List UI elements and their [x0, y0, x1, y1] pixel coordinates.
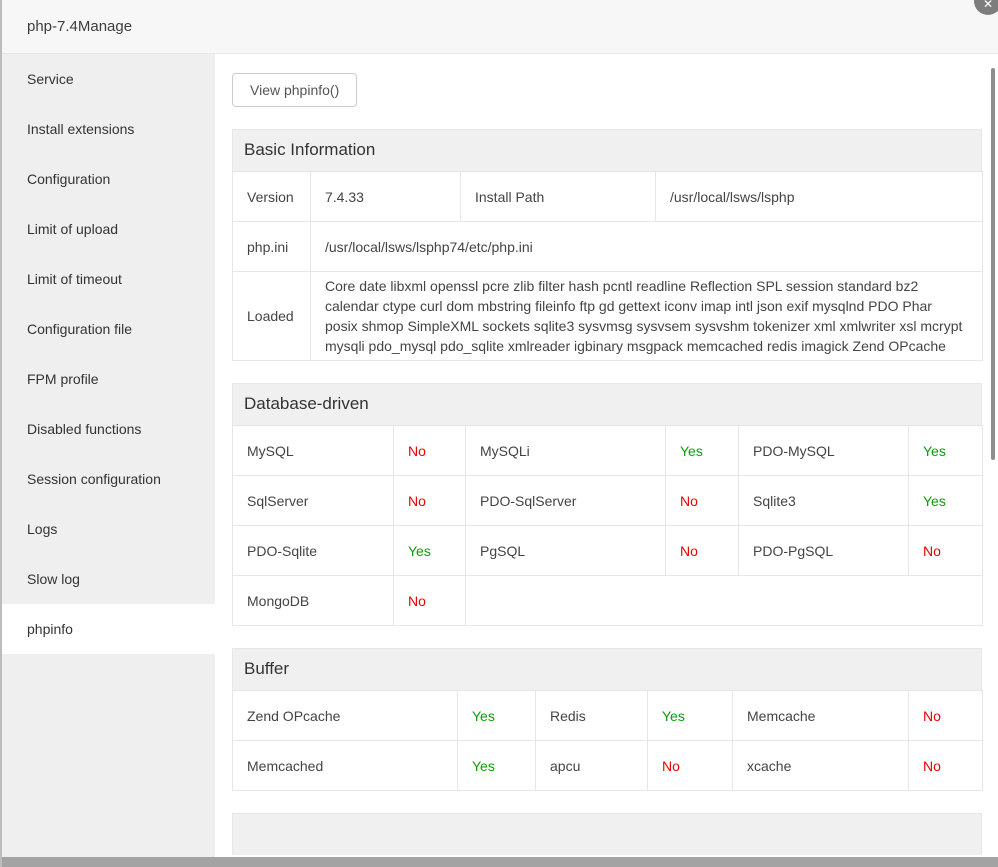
section-database-driven: Database-driven MySQL No MySQLi Yes PDO-MySQL…: [232, 383, 983, 626]
info-table: Zend OPcache Yes Redis Yes Memcache No Memcach…: [232, 690, 983, 791]
status-value: No: [665, 475, 739, 526]
table-cell-label: Sqlite3: [738, 475, 909, 526]
table-cell-label: Zend OPcache: [232, 690, 458, 741]
sidebar-item-disabled-functions[interactable]: Disabled functions: [27, 421, 142, 437]
scrollbar-thumb[interactable]: [991, 68, 995, 460]
status-value: Yes: [457, 690, 536, 741]
status-value: Yes: [647, 690, 733, 741]
section-title: Database-driven: [244, 394, 369, 413]
section-title: Buffer: [244, 659, 290, 678]
status-value: No: [393, 475, 466, 526]
table-row: Loaded Core date libxml openssl pcre zlib…: [232, 271, 983, 361]
status-value: No: [393, 425, 466, 476]
status-value: No: [393, 575, 466, 626]
table-cell-label: php.ini: [232, 221, 311, 272]
status-value: Yes: [665, 425, 739, 476]
view-phpinfo-button[interactable]: View phpinfo(): [232, 73, 358, 107]
status-value: No: [908, 740, 983, 791]
table-cell-label: MongoDB: [232, 575, 394, 626]
section-header: Database-driven: [232, 383, 982, 425]
main-panel: View phpinfo() Basic Information Version 7…: [215, 54, 998, 857]
table-cell-label: Install Path: [460, 171, 656, 222]
table-row: Version 7.4.33 Install Path/usr/local/lsws…: [232, 171, 983, 222]
table-cell-value: [465, 575, 983, 626]
sidebar-item-service[interactable]: Service: [27, 71, 74, 87]
table-row: PDO-Sqlite Yes PgSQL No PDO-PgSQL No: [232, 525, 983, 576]
table-cell-label: Memcache: [732, 690, 909, 741]
table-cell-label: PgSQL: [465, 525, 666, 576]
status-value: No: [908, 525, 983, 576]
table-cell-label: Redis: [535, 690, 648, 741]
status-value: No: [647, 740, 733, 791]
close-button[interactable]: ✕: [974, 0, 998, 15]
table-cell-label: xcache: [732, 740, 909, 791]
sidebar-item-fpm-profile[interactable]: FPM profile: [27, 371, 99, 387]
table-cell-label: PDO-MySQL: [738, 425, 909, 476]
window-bottom-edge: [0, 857, 998, 867]
status-value: No: [908, 690, 983, 741]
window-title: php-7.4Manage: [27, 18, 133, 35]
sidebar-item-logs[interactable]: Logs: [27, 521, 58, 537]
table-cell-label: PDO-PgSQL: [738, 525, 909, 576]
table-cell-label: PDO-SqlServer: [465, 475, 666, 526]
scrollbar-track: [991, 54, 998, 857]
sidebar-item-configuration-file[interactable]: Configuration file: [27, 321, 133, 337]
section-header: Basic Information: [232, 129, 982, 171]
section-partial: [232, 813, 982, 855]
status-value: Yes: [393, 525, 466, 576]
table-row: MongoDB No: [232, 575, 983, 626]
table-cell-label: MySQL: [232, 425, 394, 476]
sidebar-item-session-configuration[interactable]: Session configuration: [27, 471, 161, 487]
section-title: Basic Information: [244, 140, 376, 159]
sidebar: Service Install extensions Configuration Li…: [0, 54, 215, 857]
sidebar-item-limit-of-upload[interactable]: Limit of upload: [27, 221, 119, 237]
sidebar-item-install-extensions[interactable]: Install extensions: [27, 121, 135, 137]
title-bar: php-7.4Manage: [0, 0, 998, 54]
status-value: No: [665, 525, 739, 576]
table-cell-value: /usr/local/lsws/lsphp: [655, 171, 983, 222]
status-value: Yes: [457, 740, 536, 791]
table-row: Zend OPcache Yes Redis Yes Memcache No: [232, 690, 983, 741]
section-header: Buffer: [232, 648, 982, 690]
table-row: SqlServer No PDO-SqlServer No Sqlite3 Yes: [232, 475, 983, 526]
table-cell-label: Memcached: [232, 740, 458, 791]
window-left-edge: [0, 0, 2, 867]
info-table: MySQL No MySQLi Yes PDO-MySQL Yes SqlServer No P…: [232, 425, 983, 626]
section-buffer: Buffer Zend OPcache Yes Redis Yes Memcache No M…: [232, 648, 983, 791]
table-row: MySQL No MySQLi Yes PDO-MySQL Yes: [232, 425, 983, 476]
section-header: [232, 813, 982, 855]
table-cell-value: 7.4.33: [310, 171, 461, 222]
sidebar-item-phpinfo[interactable]: phpinfo: [0, 604, 215, 654]
sidebar-item-limit-of-timeout[interactable]: Limit of timeout: [27, 271, 122, 287]
info-table: Version 7.4.33 Install Path/usr/local/lsws…: [232, 171, 983, 361]
table-cell-label: MySQLi: [465, 425, 666, 476]
table-row: php.ini/usr/local/lsws/lsphp74/etc/php.i…: [232, 221, 983, 272]
sidebar-item-slow-log[interactable]: Slow log: [27, 571, 80, 587]
status-value: Yes: [908, 475, 983, 526]
table-cell-label: apcu: [535, 740, 648, 791]
table-cell-label: SqlServer: [232, 475, 394, 526]
table-cell-value: Core date libxml openssl pcre zlib filte…: [310, 271, 983, 361]
close-icon: ✕: [982, 0, 994, 11]
table-cell-label: PDO-Sqlite: [232, 525, 394, 576]
table-cell-value: /usr/local/lsws/lsphp74/etc/php.ini: [310, 221, 983, 272]
table-cell-label: Version: [232, 171, 311, 222]
sidebar-item-configuration[interactable]: Configuration: [27, 171, 111, 187]
sections-container: Basic Information Version 7.4.33 Install Pa…: [232, 129, 998, 855]
status-value: Yes: [908, 425, 983, 476]
table-row: Memcached Yes apcu No xcache No: [232, 740, 983, 791]
section-basic-information: Basic Information Version 7.4.33 Install Pa…: [232, 129, 983, 361]
table-cell-label: Loaded: [232, 271, 311, 361]
